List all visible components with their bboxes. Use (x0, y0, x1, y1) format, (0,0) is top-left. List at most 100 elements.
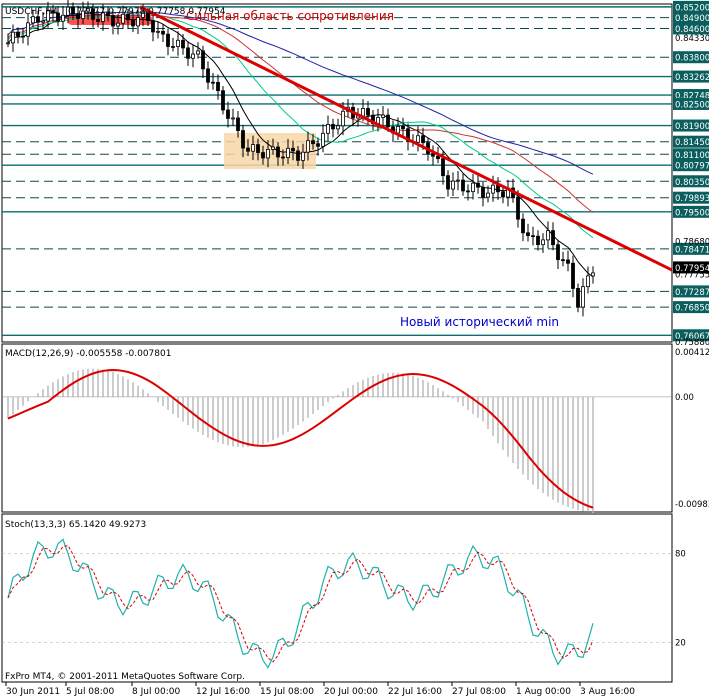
candle-body (301, 151, 305, 161)
candle-body (81, 10, 85, 19)
price-level-label: 0.76850 (675, 304, 709, 314)
time-axis-label: 1 Aug 00:00 (516, 687, 571, 697)
macd-axis-tick: 0.00412 (675, 348, 709, 358)
candle-body (381, 114, 385, 118)
price-level-tag (673, 135, 709, 148)
candle-body (556, 244, 560, 261)
moving-average-line (7, 13, 594, 239)
time-axis-label: 15 Jul 08:00 (260, 687, 314, 697)
price-axis-tick: 0.75880 (675, 338, 709, 348)
price-level-label: 0.77287 (675, 288, 709, 298)
candle-body (456, 179, 460, 182)
candle-body (326, 124, 330, 134)
consolidation-box (224, 133, 316, 169)
candle-body (416, 135, 420, 143)
candle-body (171, 46, 175, 48)
price-level-tag (673, 148, 709, 161)
price-level-tag (673, 22, 709, 35)
candle-body (321, 132, 325, 147)
candle-body (576, 288, 580, 308)
price-level-tag (673, 205, 709, 218)
candle-body (571, 262, 575, 289)
candle-body (121, 13, 125, 24)
price-level-label: 0.79893 (675, 194, 709, 204)
price-level-label: 0.84600 (675, 25, 709, 35)
time-axis-label: 30 Jun 2011 (6, 687, 60, 697)
price-level-tag (673, 329, 709, 342)
candle-body (541, 239, 545, 246)
candle-body (271, 146, 275, 150)
price-level-label: 0.83262 (675, 73, 709, 83)
candle-body (61, 14, 65, 22)
candle-body (46, 10, 50, 22)
price-level-label: 0.83800 (675, 54, 709, 64)
candle-body (76, 13, 80, 19)
current-price-label: 0.77954 (675, 264, 709, 274)
time-axis-label: 3 Aug 16:00 (580, 687, 635, 697)
time-axis-label: 27 Jul 08:00 (452, 687, 506, 697)
moving-average-line (7, 11, 594, 175)
candle-body (251, 144, 255, 152)
candle-body (246, 147, 250, 152)
time-axis-label: 12 Jul 16:00 (196, 687, 250, 697)
candle-body (41, 20, 45, 23)
price-axis-tick: 0.78680 (675, 237, 709, 247)
current-price-tag (673, 261, 709, 274)
price-level-tag (673, 175, 709, 188)
price-axis-tick: 0.77755 (675, 271, 709, 281)
candle-body (71, 6, 75, 15)
candle-body (11, 31, 15, 44)
candle-body (156, 30, 160, 33)
candle-body (16, 31, 20, 37)
candle-body (451, 180, 455, 190)
candle-body (241, 130, 245, 149)
candle-body (261, 152, 265, 159)
candle-body (281, 156, 285, 159)
candle-body (406, 128, 410, 142)
price-level-label: 0.79500 (675, 208, 709, 218)
candle-body (521, 218, 525, 234)
symbol-label: USDCHF,H4 (5, 7, 58, 17)
candle-body (431, 153, 435, 157)
candle-body (491, 184, 495, 194)
candle-body (221, 90, 225, 111)
candle-body (181, 39, 185, 49)
price-level-tag (673, 97, 709, 110)
price-level-label: 0.80797 (675, 162, 709, 172)
candle-body (266, 149, 270, 159)
candle-body (316, 143, 320, 147)
candle-body (126, 13, 130, 21)
candle-body (31, 16, 35, 24)
candle-body (151, 20, 155, 33)
candle-body (471, 182, 475, 193)
historic-min-annotation: Новый исторический min (400, 315, 559, 329)
candle-body (486, 192, 490, 198)
candle-body (136, 17, 140, 27)
candle-body (311, 140, 315, 145)
candle-body (166, 33, 170, 47)
candle-body (216, 82, 220, 92)
macd-axis-tick: -0.00983 (675, 500, 709, 510)
candle-body (386, 114, 390, 128)
price-level-label: 0.81100 (675, 151, 709, 161)
candle-body (331, 124, 335, 130)
candle-body (526, 232, 530, 237)
price-axis-tick: 0.84330 (675, 34, 709, 44)
candle-body (586, 275, 590, 288)
candle-body (66, 6, 70, 16)
candle-body (176, 39, 180, 47)
price-level-label: 0.81450 (675, 138, 709, 148)
stoch-axis-tick: 20 (675, 638, 686, 648)
price-level-tag (673, 119, 709, 132)
price-level-label: 0.81900 (675, 122, 709, 132)
candle-body (446, 175, 450, 190)
moving-average-line (7, 13, 594, 278)
macd-panel (1, 343, 673, 513)
candle-body (536, 235, 540, 246)
resistance-annotation: Сильная область сопротивления (186, 9, 394, 23)
candle-body (21, 35, 25, 38)
candle-body (231, 117, 235, 120)
price-level-label: 0.85200 (675, 3, 709, 13)
candle-body (296, 150, 300, 161)
candle-body (196, 50, 200, 55)
